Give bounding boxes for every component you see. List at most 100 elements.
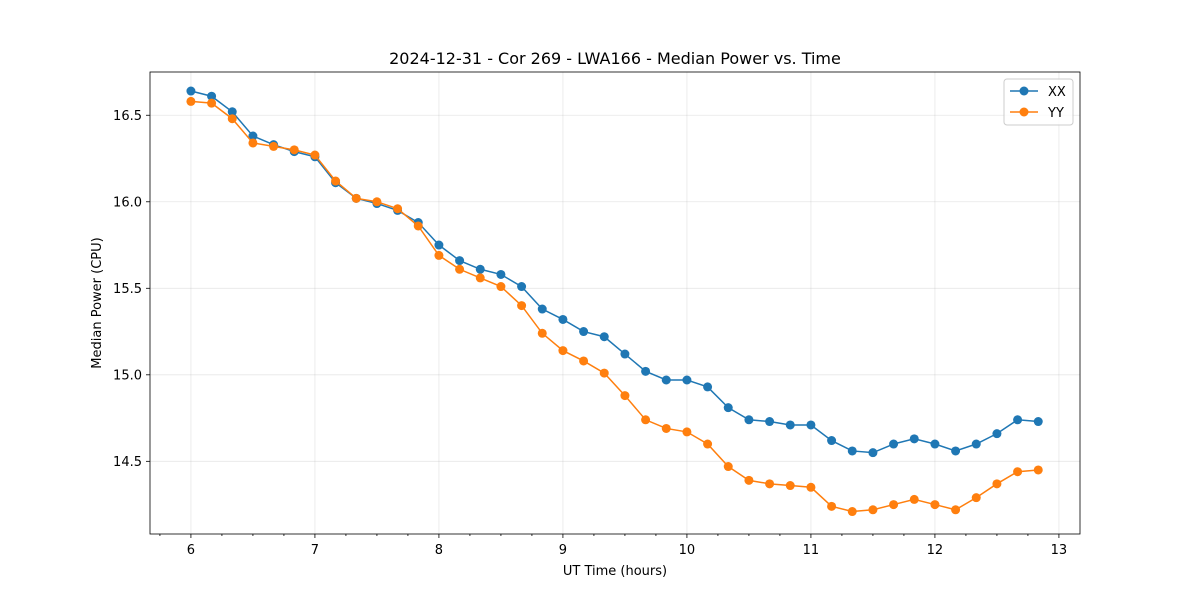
data-point-yy [455,264,465,274]
legend-label-yy: YY [1047,106,1064,121]
data-point-yy [558,346,568,356]
x-tick-label: 9 [559,543,567,558]
data-point-xx [517,282,527,292]
data-point-xx [868,448,878,458]
data-point-yy [992,479,1002,489]
data-point-yy [785,481,795,491]
y-axis-label: Median Power (CPU) [90,237,105,368]
data-point-xx [599,332,609,342]
x-axis-label: UT Time (hours) [563,564,667,579]
data-point-xx [496,269,506,279]
data-point-xx [455,256,465,266]
data-point-yy [951,505,961,515]
data-point-xx [765,417,775,427]
chart-title: 2024-12-31 - Cor 269 - LWA166 - Median P… [389,49,841,68]
x-tick-label: 12 [927,543,944,558]
data-point-xx [806,420,816,430]
data-point-xx [889,439,899,449]
series-layer [186,86,1043,517]
data-point-yy [889,500,899,510]
data-point-yy [351,193,361,203]
data-point-yy [537,328,547,338]
data-point-yy [806,482,816,492]
data-point-yy [207,98,217,108]
tick-layer: 6 7 8 9 10 11 12 13 14.5 15.0 15.5 16.0 16.5 [113,109,1067,558]
data-point-xx [703,382,713,392]
data-point-yy [517,301,527,311]
grid-layer [150,72,1080,534]
legend: XX YY [1003,78,1074,126]
data-point-xx [909,434,919,444]
data-point-yy [227,114,237,124]
data-point-yy [289,145,299,155]
data-point-xx [827,436,837,446]
data-point-yy [682,427,692,437]
data-point-xx [992,429,1002,439]
data-point-yy [703,439,713,449]
data-point-yy [310,150,320,160]
x-tick-label: 13 [1051,543,1068,558]
data-point-xx [620,349,630,359]
data-point-xx [847,446,857,456]
data-point-xx [434,240,444,250]
series-line-xx [190,90,1039,454]
data-point-yy [579,356,589,366]
data-point-xx [475,264,485,274]
x-tick-label: 8 [435,543,443,558]
legend-marker-xx [1019,86,1029,96]
data-point-yy [641,415,651,425]
legend-label-xx: XX [1048,85,1066,100]
data-point-yy [661,423,671,433]
data-point-yy [413,221,423,231]
data-point-xx [558,314,568,324]
y-tick-label: 14.5 [113,455,142,470]
data-point-yy [827,501,837,511]
data-point-yy [599,368,609,378]
data-point-yy [269,141,279,151]
data-point-yy [434,250,444,260]
data-point-yy [372,197,382,207]
data-point-xx [930,439,940,449]
data-point-yy [744,475,754,485]
data-point-yy [909,494,919,504]
data-point-xx [971,439,981,449]
data-point-yy [1013,467,1023,477]
x-tick-label: 10 [679,543,696,558]
data-point-xx [723,403,733,413]
data-point-xx [785,420,795,430]
data-point-yy [393,204,403,214]
data-point-xx [744,415,754,425]
data-point-yy [248,138,258,148]
x-tick-label: 11 [803,543,820,558]
y-tick-label: 16.5 [113,109,142,124]
data-point-yy [496,282,506,292]
data-point-xx [682,375,692,385]
y-tick-label: 15.0 [113,368,142,383]
data-point-xx [579,327,589,337]
data-point-yy [1033,465,1043,475]
x-tick-label: 7 [311,543,319,558]
data-point-xx [186,86,196,96]
data-point-yy [620,391,630,401]
data-point-yy [930,500,940,510]
data-point-yy [475,273,485,283]
data-point-yy [331,176,341,186]
legend-marker-yy [1019,107,1029,117]
data-point-yy [971,493,981,503]
data-point-xx [641,366,651,376]
data-point-xx [1033,417,1043,427]
plot-frame [149,71,1081,535]
y-tick-label: 16.0 [113,195,142,210]
data-point-xx [1013,415,1023,425]
data-point-yy [765,479,775,489]
y-tick-label: 15.5 [113,282,142,297]
data-point-yy [186,96,196,106]
data-point-xx [537,304,547,314]
data-point-yy [847,507,857,517]
data-point-xx [248,131,258,141]
data-point-yy [723,462,733,472]
data-point-xx [951,446,961,456]
data-point-xx [227,107,237,117]
x-tick-label: 6 [187,543,195,558]
